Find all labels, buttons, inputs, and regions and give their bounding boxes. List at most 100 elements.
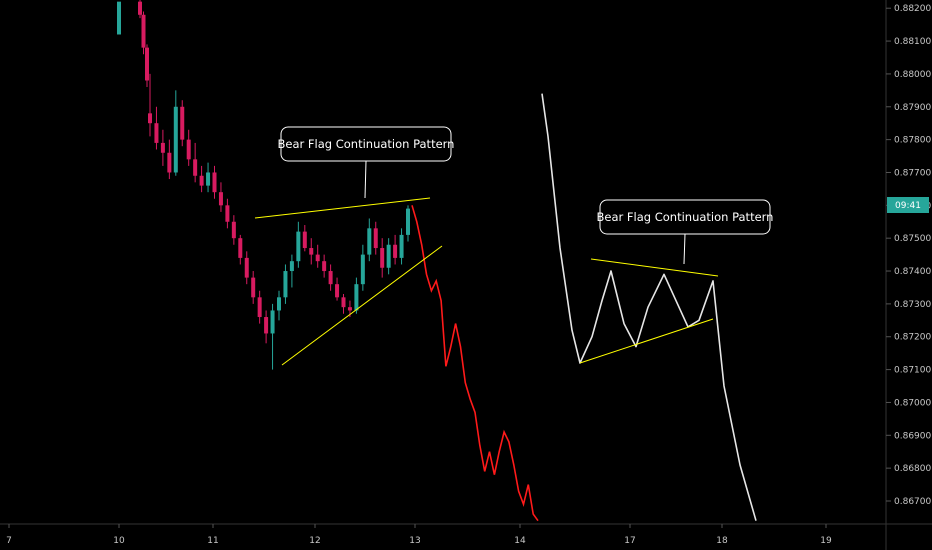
candle xyxy=(399,228,404,265)
candles-layer xyxy=(117,0,410,370)
candle xyxy=(309,238,314,265)
candle xyxy=(199,165,204,193)
candle xyxy=(386,238,391,275)
candle xyxy=(257,290,262,324)
candle xyxy=(167,139,172,180)
y-tick-label: 0.86700 xyxy=(894,497,931,507)
candle xyxy=(315,244,320,268)
x-axis[interactable]: 7 10 11 12 13 14 17 18 19 xyxy=(0,523,932,546)
candle-body xyxy=(138,1,142,15)
candle-body xyxy=(360,254,365,285)
x-tick-label: 13 xyxy=(409,536,420,546)
candle-body xyxy=(238,238,243,258)
candle-body xyxy=(347,307,352,311)
candle xyxy=(193,142,198,183)
candle xyxy=(335,277,340,301)
candle-body xyxy=(335,284,340,298)
y-tick-label: 0.87700 xyxy=(894,168,931,178)
left-flag-upper-trendline[interactable] xyxy=(254,197,431,219)
candle-body xyxy=(270,310,275,334)
candle xyxy=(341,294,346,314)
candle xyxy=(225,198,230,229)
candle xyxy=(231,215,236,245)
schematic-layer xyxy=(541,93,757,521)
y-tick-label: 0.88100 xyxy=(894,37,931,47)
callout-left[interactable]: Bear Flag Continuation Pattern xyxy=(278,126,455,199)
right-flag-lower-trendline[interactable] xyxy=(579,318,714,364)
candle xyxy=(251,271,256,304)
price-badge-label: 09:41 xyxy=(895,201,921,211)
candle-body xyxy=(328,271,333,285)
candle xyxy=(283,264,288,304)
y-tick-label: 0.87800 xyxy=(894,136,931,146)
callout-right[interactable]: Bear Flag Continuation Pattern xyxy=(597,199,774,265)
candle xyxy=(145,44,149,88)
candle xyxy=(186,129,191,166)
candle xyxy=(141,11,146,55)
candle xyxy=(238,234,243,265)
candle-body xyxy=(322,261,327,272)
candle-body xyxy=(180,106,185,140)
candle-body xyxy=(283,271,288,298)
candle-body xyxy=(264,317,269,334)
candle-body xyxy=(117,1,121,35)
y-tick-label: 0.86900 xyxy=(894,431,931,441)
candle-body xyxy=(148,113,152,124)
pattern-lines[interactable] xyxy=(254,197,719,366)
candle xyxy=(148,73,152,137)
candle-body xyxy=(167,152,172,173)
current-price-badge: 09:41 xyxy=(887,197,929,213)
candle xyxy=(406,205,410,242)
candle xyxy=(302,225,307,252)
y-tick-label: 0.88000 xyxy=(894,70,931,80)
candle-body xyxy=(154,123,159,143)
candle-body xyxy=(244,257,249,278)
right-flag-upper-trendline[interactable] xyxy=(590,258,719,277)
candle xyxy=(117,1,121,35)
y-tick-label: 0.87300 xyxy=(894,300,931,310)
candle-body xyxy=(193,159,198,176)
candle xyxy=(160,129,165,166)
projection-layer xyxy=(411,205,539,522)
x-tick-label: 14 xyxy=(514,536,526,546)
candle xyxy=(393,234,398,265)
candle-body xyxy=(251,277,256,298)
candle xyxy=(173,90,178,176)
x-tick-label: 12 xyxy=(309,536,320,546)
candle-body xyxy=(257,297,262,318)
y-tick-label: 0.86800 xyxy=(894,464,931,474)
y-tick-label: 0.87000 xyxy=(894,398,931,408)
candle-body xyxy=(145,47,149,81)
candle xyxy=(244,251,249,285)
candle-body xyxy=(199,175,204,186)
candle xyxy=(218,182,223,212)
x-tick-label: 18 xyxy=(716,536,728,546)
candle-body xyxy=(302,231,307,249)
y-tick-label: 0.88200 xyxy=(894,4,931,14)
candle-body xyxy=(315,254,320,262)
candle xyxy=(328,264,333,291)
candle-body xyxy=(277,297,281,311)
candle-body xyxy=(206,172,211,186)
candle-body xyxy=(160,142,165,153)
candle xyxy=(367,218,372,262)
left-flag-lower-trendline[interactable] xyxy=(281,245,443,366)
candle xyxy=(264,310,269,344)
x-tick-label: 7 xyxy=(6,536,12,546)
x-tick-label: 11 xyxy=(207,536,218,546)
candle xyxy=(373,221,378,255)
y-axis[interactable]: 0.88200 0.88100 0.88000 0.87900 0.87800 0.877… xyxy=(885,0,931,550)
callout-right-pointer xyxy=(683,233,686,265)
candle xyxy=(180,100,185,147)
candle xyxy=(138,0,142,19)
candle-body xyxy=(225,205,230,222)
schematic-flag-line xyxy=(541,93,757,521)
candle-body xyxy=(367,228,372,255)
y-tick-label: 0.87400 xyxy=(894,267,931,277)
candle-body xyxy=(141,14,146,48)
candle xyxy=(289,254,294,288)
callout-right-label: Bear Flag Continuation Pattern xyxy=(597,210,774,224)
candle xyxy=(206,162,211,193)
candle-body xyxy=(380,248,385,268)
